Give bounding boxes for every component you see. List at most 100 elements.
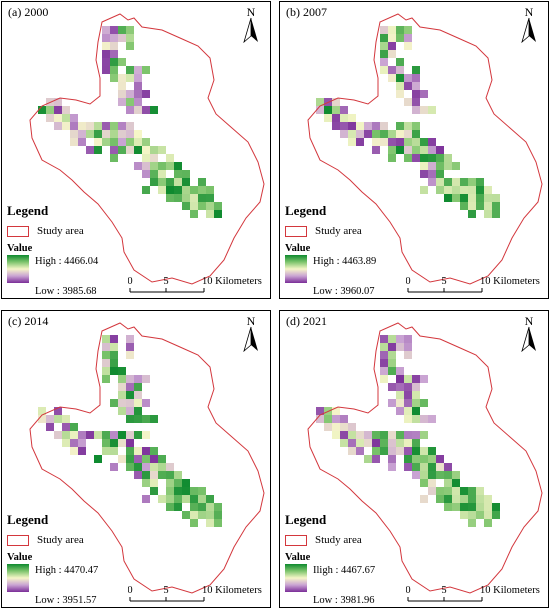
- scale-tick-0: 0: [406, 276, 411, 287]
- raster-cell: [420, 471, 428, 479]
- raster-cell: [388, 447, 396, 455]
- raster-cell: [404, 34, 412, 42]
- raster-cell: [420, 431, 428, 439]
- raster-cell: [166, 503, 174, 511]
- study-area-label: Study area: [37, 225, 84, 237]
- raster-cell: [190, 511, 198, 519]
- raster-cell: [372, 122, 380, 130]
- raster-cell: [484, 210, 492, 218]
- raster-cell: [134, 146, 142, 154]
- raster-cell: [54, 106, 62, 114]
- legend-value-heading: Value: [285, 243, 311, 254]
- raster-cell: [372, 138, 380, 146]
- north-arrow-icon: [529, 327, 536, 351]
- raster-cell: [404, 42, 412, 50]
- raster-cell: [126, 343, 134, 351]
- raster-cell: [38, 415, 46, 423]
- raster-cell: [356, 122, 364, 130]
- raster-cell: [316, 407, 324, 415]
- raster-cell: [102, 138, 110, 146]
- raster-cell: [206, 186, 214, 194]
- raster-cell: [110, 447, 118, 455]
- raster-cell: [404, 122, 412, 130]
- raster-cell: [436, 463, 444, 471]
- raster-cell: [126, 90, 134, 98]
- raster-cell: [126, 66, 134, 74]
- raster-cell: [316, 98, 324, 106]
- raster-cell: [110, 58, 118, 66]
- study-area-boundary: [307, 13, 543, 285]
- raster-cell: [118, 74, 126, 82]
- raster-cell: [404, 455, 412, 463]
- raster-cell: [102, 359, 110, 367]
- scale-tick-5: 5: [441, 585, 446, 596]
- raster-cell: [62, 106, 70, 114]
- raster-cell: [46, 423, 54, 431]
- raster-cell: [452, 471, 460, 479]
- raster-cell: [174, 186, 182, 194]
- raster-cell: [436, 178, 444, 186]
- scale-tick-0: 0: [406, 585, 411, 596]
- raster-cell: [150, 479, 158, 487]
- raster-cell: [46, 415, 54, 423]
- raster-cell: [134, 447, 142, 455]
- raster-cell: [428, 106, 436, 114]
- raster-cell: [158, 170, 166, 178]
- raster-cell: [420, 463, 428, 471]
- raster-cell: [396, 146, 404, 154]
- raster-cell: [62, 431, 70, 439]
- raster-cell: [412, 138, 420, 146]
- raster-cell: [332, 423, 340, 431]
- raster-cell: [190, 210, 198, 218]
- raster-cell: [214, 210, 222, 218]
- raster-cell: [380, 66, 388, 74]
- raster-cell: [110, 439, 118, 447]
- raster-cells: [316, 26, 500, 218]
- raster-cell: [356, 431, 364, 439]
- raster-cell: [142, 431, 150, 439]
- raster-cell: [420, 106, 428, 114]
- map-canvas: [307, 13, 543, 285]
- raster-cell: [174, 170, 182, 178]
- raster-cell: [404, 399, 412, 407]
- raster-cell: [158, 471, 166, 479]
- raster-cell: [388, 50, 396, 58]
- study-area-swatch: [7, 534, 29, 546]
- raster-cell: [110, 122, 118, 130]
- raster-cell: [460, 178, 468, 186]
- raster-cell: [492, 511, 500, 519]
- raster-cell: [412, 375, 420, 383]
- raster-cell: [388, 26, 396, 34]
- color-ramp: [285, 564, 307, 592]
- raster-cell: [94, 138, 102, 146]
- raster-cell: [134, 82, 142, 90]
- color-ramp: [285, 255, 307, 283]
- raster-cell: [468, 511, 476, 519]
- raster-cell: [110, 367, 118, 375]
- raster-cell: [110, 66, 118, 74]
- raster-cell: [142, 455, 150, 463]
- raster-cell: [86, 122, 94, 130]
- raster-cell: [150, 415, 158, 423]
- raster-cell: [118, 439, 126, 447]
- raster-cell: [126, 391, 134, 399]
- raster-cell: [404, 415, 412, 423]
- raster-cell: [94, 455, 102, 463]
- raster-cell: [364, 431, 372, 439]
- raster-cell: [70, 130, 78, 138]
- raster-cell: [412, 407, 420, 415]
- raster-cell: [94, 431, 102, 439]
- raster-cell: [142, 154, 150, 162]
- raster-cell: [190, 503, 198, 511]
- raster-cell: [404, 351, 412, 359]
- raster-cell: [412, 74, 420, 82]
- raster-cell: [428, 471, 436, 479]
- raster-cell: [70, 114, 78, 122]
- raster-cell: [102, 130, 110, 138]
- raster-cell: [420, 399, 428, 407]
- raster-cell: [468, 202, 476, 210]
- raster-cell: [118, 58, 126, 66]
- raster-cell: [420, 479, 428, 487]
- study-area-label: Study area: [315, 534, 362, 546]
- raster-cell: [174, 487, 182, 495]
